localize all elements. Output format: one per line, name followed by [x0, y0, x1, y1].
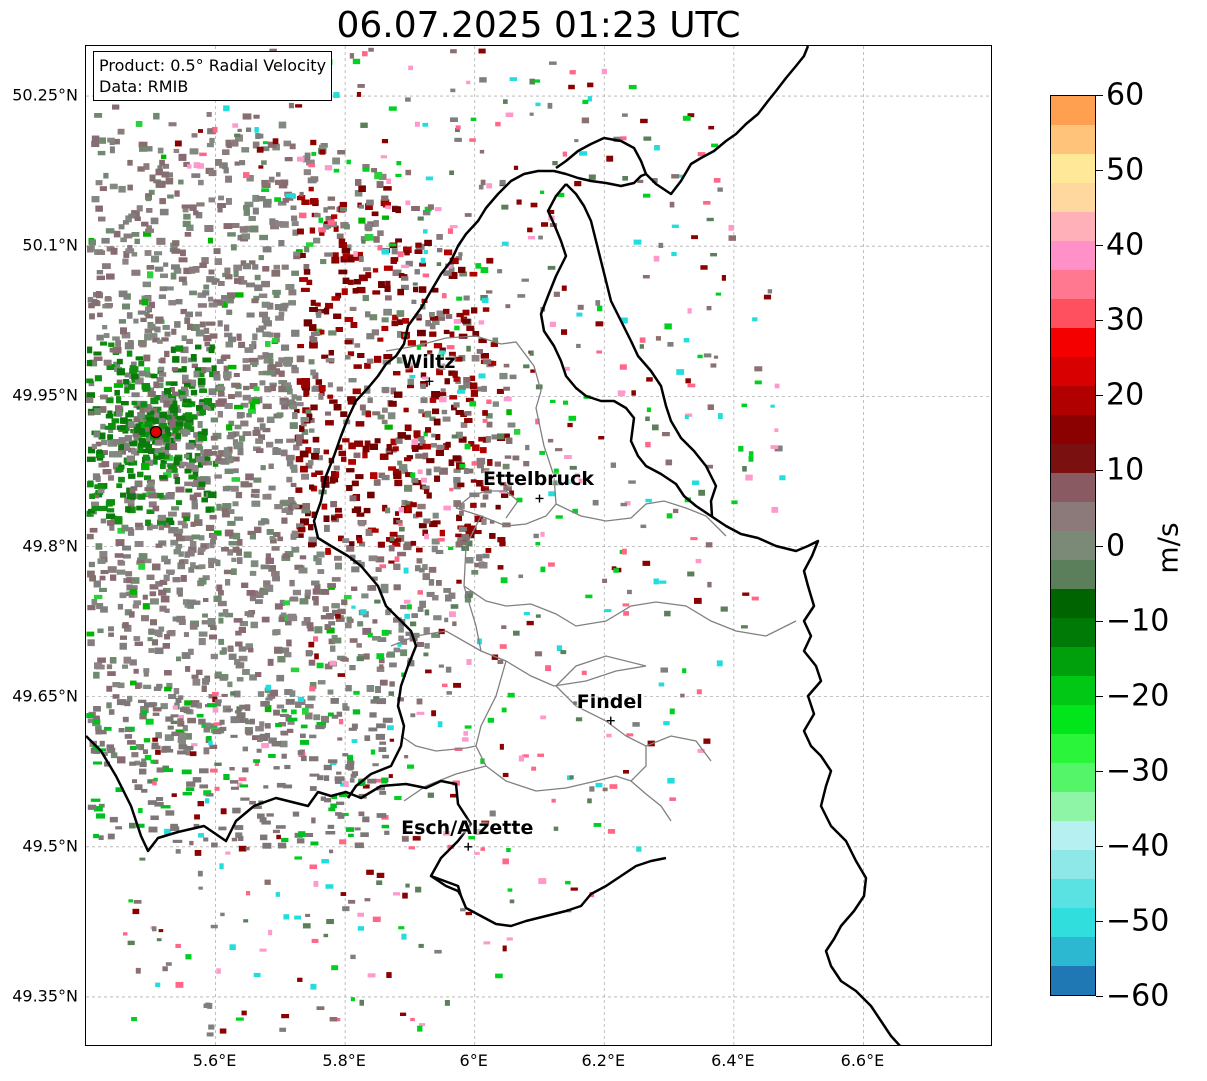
lat-tick-label: 50.1°N — [22, 235, 78, 255]
colorbar-tick-label: −20 — [1106, 678, 1170, 714]
colorbar-tick-label: 0 — [1106, 528, 1126, 563]
lat-tick-label: 50.25°N — [12, 85, 78, 105]
city-label: Wiltz — [401, 351, 456, 374]
colorbar-tick-mark — [1096, 95, 1103, 96]
lon-tick-label: 6.6°E — [840, 1051, 885, 1070]
city-marker — [425, 377, 434, 386]
colorbar-tick-mark — [1096, 245, 1103, 247]
info-box: Product: 0.5° Radial Velocity Data: RMIB — [93, 51, 333, 101]
radar-site-marker — [149, 425, 163, 439]
colorbar-tick-mark — [1096, 470, 1103, 472]
colorbar-tick-label: 50 — [1106, 152, 1145, 188]
lat-tick-label: 49.95°N — [12, 385, 78, 405]
colorbar-tick-label: −10 — [1106, 603, 1170, 639]
colorbar-tick-mark — [1096, 770, 1103, 772]
city-markers — [425, 377, 615, 851]
colorbar-tick-label: −50 — [1106, 903, 1170, 939]
colorbar-tick-label: −40 — [1106, 828, 1170, 864]
canton-boundaries — [385, 335, 797, 822]
national-borders — [86, 46, 901, 1045]
colorbar-tick-label: 20 — [1106, 377, 1145, 413]
colorbar-tick-mark — [1096, 996, 1103, 997]
info-data-source: Data: RMIB — [99, 77, 189, 96]
colorbar-tick-label: 10 — [1106, 452, 1145, 488]
lat-tick-label: 49.5°N — [22, 836, 78, 856]
colorbar — [1050, 95, 1096, 996]
lat-tick-label: 49.8°N — [22, 536, 78, 555]
city-marker — [535, 494, 544, 503]
colorbar-tick-label: 30 — [1106, 302, 1145, 338]
lon-tick-label: 5.8°E — [322, 1051, 366, 1070]
lon-tick-label: 6.2°E — [581, 1051, 626, 1070]
colorbar-tick-label: 60 — [1106, 77, 1145, 113]
colorbar-tick-label: −30 — [1106, 753, 1170, 789]
colorbar-tick-mark — [1096, 845, 1103, 847]
colorbar-tick-mark — [1096, 395, 1103, 397]
lat-tick-label: 49.65°N — [12, 686, 78, 706]
lon-tick-label: 5.6°E — [192, 1051, 237, 1070]
colorbar-tick-mark — [1096, 545, 1103, 547]
colorbar-tick-mark — [1096, 620, 1103, 622]
info-product: Product: 0.5° Radial Velocity — [99, 56, 327, 75]
radar-echoes — [86, 47, 786, 1037]
radar-map[interactable] — [86, 46, 992, 1046]
lon-tick-label: 6.4°E — [711, 1051, 755, 1070]
lat-tick-label: 49.35°N — [12, 986, 78, 1006]
colorbar-tick-mark — [1096, 920, 1103, 922]
map-title: 06.07.2025 01:23 UTC — [336, 5, 741, 46]
colorbar-tick-label: 40 — [1106, 227, 1145, 263]
city-label: Esch/Alzette — [401, 816, 534, 839]
colorbar-unit-label: m/s — [1151, 522, 1185, 574]
city-marker — [606, 716, 615, 725]
city-marker — [464, 842, 473, 851]
colorbar-tick-mark — [1096, 170, 1103, 172]
colorbar-tick-label: −60 — [1106, 978, 1170, 1014]
lon-tick-label: 6°E — [459, 1051, 488, 1070]
colorbar-tick-mark — [1096, 695, 1103, 697]
colorbar-tick-mark — [1096, 320, 1103, 322]
city-label: Findel — [576, 690, 643, 713]
map-frame[interactable] — [85, 45, 992, 1046]
city-label: Ettelbruck — [483, 468, 594, 491]
